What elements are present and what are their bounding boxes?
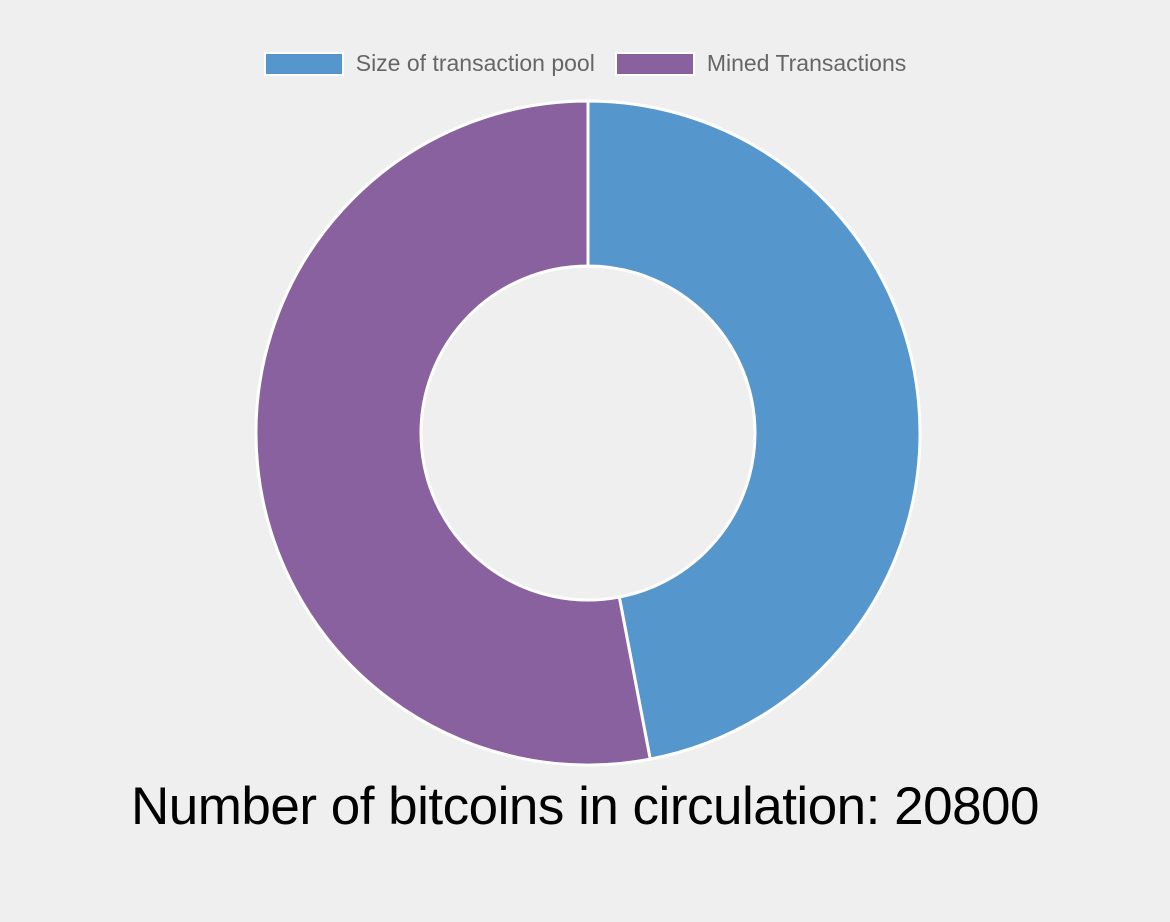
legend-swatch-transaction-pool [263,51,344,76]
legend-item-transaction-pool[interactable]: Size of transaction pool [263,50,595,77]
slice-transaction-pool[interactable] [586,99,922,761]
bitcoin-circulation-caption: Number of bitcoins in circulation: 20800 [131,777,1040,836]
legend-swatch-mined-transactions [614,51,695,76]
legend-label-mined-transactions: Mined Transactions [706,50,907,76]
chart-legend: Size of transaction pool Mined Transacti… [0,50,1170,77]
legend-label-transaction-pool: Size of transaction pool [355,50,595,76]
slice-mined-transactions[interactable] [254,99,652,767]
legend-item-mined-transactions[interactable]: Mined Transactions [614,50,907,77]
